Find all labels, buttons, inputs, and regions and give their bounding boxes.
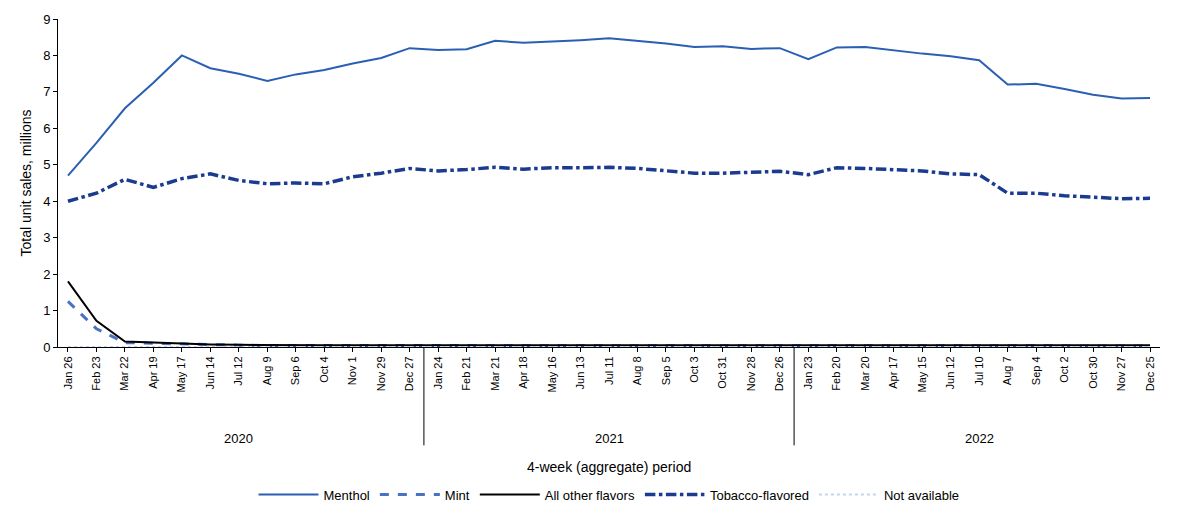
svg-text:Not available: Not available — [884, 488, 959, 503]
svg-text:4: 4 — [43, 194, 50, 209]
svg-text:May 17: May 17 — [175, 356, 187, 392]
svg-text:May 16: May 16 — [546, 356, 558, 392]
svg-text:Dec 26: Dec 26 — [773, 356, 785, 391]
svg-text:5: 5 — [43, 157, 50, 172]
svg-text:Apr 18: Apr 18 — [517, 356, 529, 388]
svg-text:Jan 24: Jan 24 — [432, 356, 444, 389]
svg-text:Mar 20: Mar 20 — [859, 356, 871, 390]
svg-text:0: 0 — [43, 340, 50, 355]
svg-text:4-week (aggregate) period: 4-week (aggregate) period — [527, 459, 691, 475]
svg-text:Sep 4: Sep 4 — [1030, 356, 1042, 385]
svg-text:Aug 8: Aug 8 — [631, 356, 643, 385]
svg-text:May 15: May 15 — [916, 356, 928, 392]
svg-text:Dec 27: Dec 27 — [403, 356, 415, 391]
svg-text:Nov 29: Nov 29 — [375, 356, 387, 391]
svg-text:2021: 2021 — [595, 431, 624, 446]
svg-text:Jan 23: Jan 23 — [802, 356, 814, 389]
svg-text:2022: 2022 — [965, 431, 994, 446]
svg-text:Oct 3: Oct 3 — [688, 356, 700, 382]
svg-text:Nov 1: Nov 1 — [346, 356, 358, 385]
svg-text:Jul 12: Jul 12 — [232, 356, 244, 385]
svg-text:Feb 20: Feb 20 — [830, 356, 842, 390]
svg-text:Mar 21: Mar 21 — [489, 356, 501, 390]
svg-text:All other flavors: All other flavors — [545, 488, 635, 503]
svg-text:Mar 22: Mar 22 — [118, 356, 130, 390]
svg-text:1: 1 — [43, 303, 50, 318]
svg-text:Tobacco-flavored: Tobacco-flavored — [710, 488, 809, 503]
svg-text:Jul 10: Jul 10 — [973, 356, 985, 385]
svg-text:Aug 9: Aug 9 — [261, 356, 273, 385]
svg-text:Apr 19: Apr 19 — [147, 356, 159, 388]
svg-text:Oct 2: Oct 2 — [1058, 356, 1070, 382]
svg-text:Nov 28: Nov 28 — [745, 356, 757, 391]
svg-text:Jun 13: Jun 13 — [574, 356, 586, 389]
svg-text:Dec 25: Dec 25 — [1144, 356, 1156, 391]
svg-text:Aug 7: Aug 7 — [1001, 356, 1013, 385]
svg-text:Mint: Mint — [445, 488, 470, 503]
svg-text:Jul 11: Jul 11 — [603, 356, 615, 385]
svg-text:Nov 27: Nov 27 — [1115, 356, 1127, 391]
svg-text:Feb 21: Feb 21 — [460, 356, 472, 390]
svg-text:Total unit sales, millions: Total unit sales, millions — [18, 109, 34, 256]
svg-text:Jun 14: Jun 14 — [204, 356, 216, 389]
svg-text:Sep 6: Sep 6 — [289, 356, 301, 385]
svg-text:3: 3 — [43, 230, 50, 245]
svg-text:Feb 23: Feb 23 — [90, 356, 102, 390]
svg-text:7: 7 — [43, 84, 50, 99]
svg-text:2020: 2020 — [224, 431, 253, 446]
svg-text:8: 8 — [43, 48, 50, 63]
svg-text:9: 9 — [43, 12, 50, 27]
svg-text:Oct 31: Oct 31 — [716, 356, 728, 388]
svg-text:6: 6 — [43, 121, 50, 136]
svg-text:Jun 12: Jun 12 — [944, 356, 956, 389]
svg-text:Jan 26: Jan 26 — [62, 356, 74, 389]
svg-text:Oct 30: Oct 30 — [1087, 356, 1099, 388]
svg-text:Apr 17: Apr 17 — [887, 356, 899, 388]
svg-text:Sep 5: Sep 5 — [660, 356, 672, 385]
svg-text:Menthol: Menthol — [324, 488, 370, 503]
svg-text:2: 2 — [43, 267, 50, 282]
svg-text:Oct 4: Oct 4 — [318, 356, 330, 382]
